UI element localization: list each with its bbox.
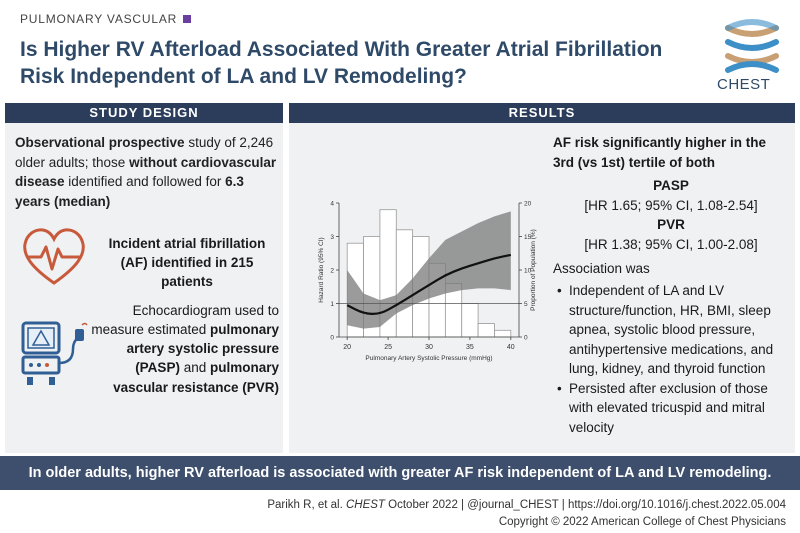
results-headline: AF risk significantly higher in the 3rd … <box>553 135 767 170</box>
x-tick-label: 25 <box>384 344 392 351</box>
association-list: Independent of LA and LV structure/funct… <box>553 281 789 438</box>
citation-journal: CHEST <box>345 499 385 511</box>
study-design-description: Observational prospective study of 2,246… <box>15 133 277 211</box>
af-incidence-text: Incident atrial fibrillation (AF) identi… <box>108 236 266 289</box>
association-bullet: Independent of LA and LV structure/funct… <box>557 281 789 379</box>
y2-tick-label: 20 <box>524 201 532 208</box>
pvr-value: [HR 1.38; 95% CI, 1.00-2.08] <box>584 236 758 252</box>
y2-tick-label: 10 <box>524 268 532 275</box>
intro-bold-3: 6.3 years (median) <box>15 174 244 209</box>
echo-text-1: Echocardiogram used to measure estimated <box>91 303 279 338</box>
conclusion-banner: In older adults, higher RV afterload is … <box>0 456 800 490</box>
x-tick-label: 20 <box>343 344 351 351</box>
association-bullet: Persisted after exclusion of those with … <box>557 379 789 438</box>
pvr-label: PVR <box>657 217 685 233</box>
echo-bold-1: pulmonary artery systolic pressure (PASP… <box>126 322 279 376</box>
copyright: Copyright © 2022 American College of Che… <box>498 515 786 528</box>
pasp-label: PASP <box>653 178 689 194</box>
citation: Parikh R, et al. CHEST October 2022 | @j… <box>267 497 786 530</box>
association-label: Association was <box>553 261 650 277</box>
study-design-panel: STUDY DESIGN Observational prospective s… <box>5 103 283 453</box>
hazard-ratio-line <box>346 253 512 315</box>
pasp-value: [HR 1.65; 95% CI, 1.08-2.54] <box>584 197 758 213</box>
y-tick-label: 3 <box>330 234 334 241</box>
x-axis-label: Pulmonary Artery Systolic Pressure (mmHg… <box>365 355 492 362</box>
logo-text: CHEST <box>717 76 771 93</box>
citation-authors: Parikh R, et al. <box>267 499 346 511</box>
y2-axis-label: Proportion of Population (%) <box>530 229 537 311</box>
heart-rhythm-icon <box>23 228 85 285</box>
y2-tick-label: 15 <box>524 234 532 241</box>
x-tick-label: 35 <box>466 344 474 351</box>
intro-text-2: identified and followed for <box>64 174 226 190</box>
histogram-bar <box>461 303 479 338</box>
echo-bold-2: pulmonary vascular resistance (PVR) <box>113 360 279 395</box>
results-header: RESULTS <box>289 103 795 123</box>
y2-tick-label: 0 <box>524 335 528 342</box>
echo-text-2: and <box>179 360 210 376</box>
study-design-header: STUDY DESIGN <box>5 103 283 123</box>
echocardiogram-machine-icon <box>21 321 88 385</box>
histogram-bar <box>494 329 512 338</box>
x-tick-label: 40 <box>507 344 515 351</box>
y-tick-label: 0 <box>330 335 334 342</box>
y-tick-label: 2 <box>330 268 334 275</box>
results-text: AF risk significantly higher in the 3rd … <box>553 133 789 437</box>
y2-tick-label: 5 <box>524 301 528 308</box>
echocardiogram-text: Echocardiogram used to measure estimated… <box>91 301 279 397</box>
citation-rest: October 2022 | @journal_CHEST | https://… <box>384 499 786 511</box>
intro-bold-2: without cardiovascular disease <box>15 154 277 190</box>
y-tick-label: 4 <box>330 201 334 208</box>
chest-logo-icon <box>725 19 779 73</box>
confidence-band <box>347 211 511 329</box>
citation-line: Parikh R, et al. CHEST October 2022 | @j… <box>267 497 786 514</box>
category-square-icon <box>183 15 192 23</box>
histogram-bar <box>477 323 495 338</box>
y-tick-label: 1 <box>330 301 334 308</box>
x-tick-label: 30 <box>425 344 433 351</box>
page-title: Is Higher RV Afterload Associated With G… <box>20 38 663 89</box>
y-axis-label: Hazard Ratio (95% CI) <box>318 237 325 302</box>
category-label: PULMONARY VASCULAR <box>20 12 192 26</box>
intro-text-1: study of 2,246 older adults; those <box>15 135 274 170</box>
intro-bold-1: Observational prospective <box>15 135 185 150</box>
category-text: PULMONARY VASCULAR <box>20 12 178 26</box>
results-panel: RESULTS 20 25 30 35 40 0 1 2 3 4 0 5 10 15 20 Pulmonary… <box>289 103 795 453</box>
